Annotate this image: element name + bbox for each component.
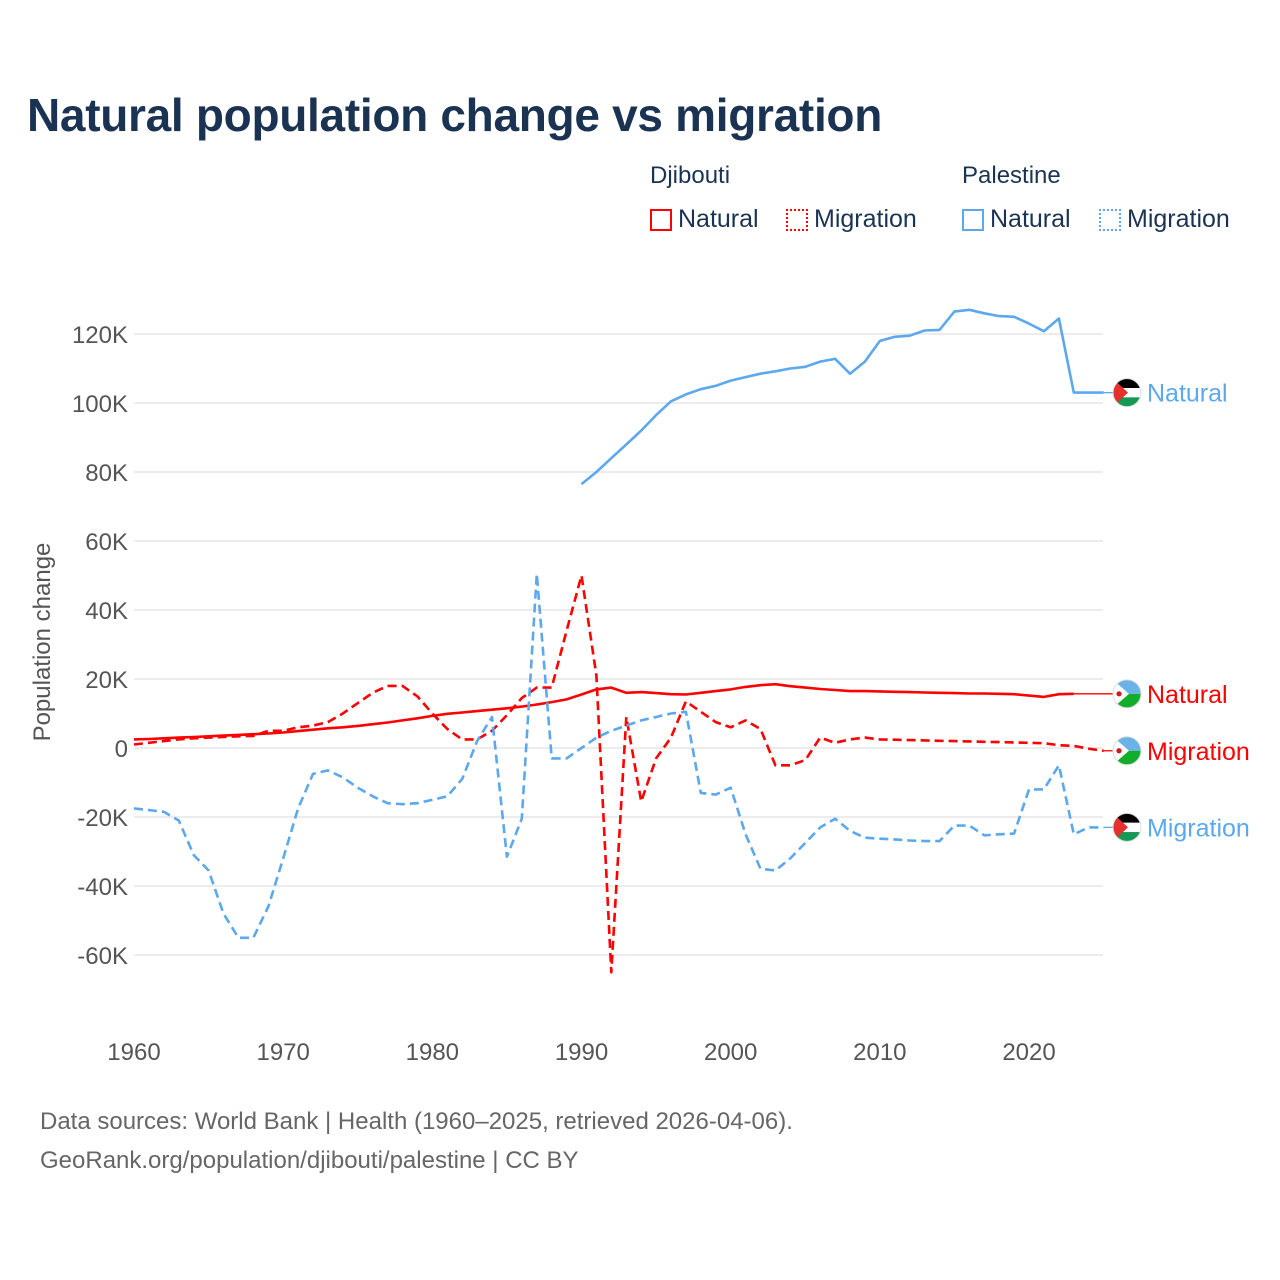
flag-clip bbox=[1113, 679, 1141, 708]
djibouti-flag-icon bbox=[1112, 679, 1142, 709]
legend-item-palestine-migration[interactable]: Migration bbox=[1099, 205, 1230, 234]
end-label[interactable]: Natural bbox=[1147, 380, 1228, 408]
y-tick-label: -20K bbox=[77, 805, 128, 832]
x-tick-label: 1960 bbox=[107, 1039, 160, 1066]
djibouti-migration-line bbox=[133, 574, 1104, 974]
legend-item-palestine-natural[interactable]: Natural bbox=[962, 205, 1071, 234]
palestine-flag-icon bbox=[1112, 378, 1142, 408]
y-tick-label: 20K bbox=[85, 667, 128, 694]
legend-item-djibouti-migration[interactable]: Migration bbox=[786, 205, 917, 234]
palestine-natural-line bbox=[580, 308, 1104, 486]
y-tick-label: 60K bbox=[85, 529, 128, 556]
flag-clip bbox=[1113, 378, 1141, 407]
legend-label: Migration bbox=[1127, 205, 1230, 233]
flag-stripe bbox=[1113, 832, 1141, 842]
flag-star bbox=[1116, 691, 1122, 697]
y-axis-label: Population change bbox=[29, 543, 56, 742]
y-tick-label: 120K bbox=[72, 322, 128, 349]
y-tick-label: 80K bbox=[85, 460, 128, 487]
end-labels: Natural Migration Natural Migration bbox=[1112, 378, 1250, 842]
legend-item-djibouti-natural[interactable]: Natural bbox=[650, 205, 759, 234]
x-tick-label: 2000 bbox=[704, 1039, 757, 1066]
end-label[interactable]: Natural bbox=[1147, 681, 1228, 709]
x-tick-label: 1990 bbox=[555, 1039, 608, 1066]
dotted-swatch-icon bbox=[786, 208, 808, 231]
legend-label: Migration bbox=[814, 205, 917, 233]
flag-stripe bbox=[1113, 397, 1141, 407]
flag-star bbox=[1116, 748, 1122, 754]
legend-group-djibouti: Djibouti bbox=[650, 162, 731, 189]
grid bbox=[134, 333, 1103, 956]
dotted-swatch-icon bbox=[1099, 208, 1121, 231]
y-tick-label: -40K bbox=[77, 874, 128, 901]
y-tick-label: 0 bbox=[115, 736, 128, 763]
x-tick-label: 1980 bbox=[406, 1039, 459, 1066]
flag-stripe bbox=[1113, 813, 1141, 823]
axis-ticks: -60K -40K -20K 0 20K 40K 60K 80K 100K 120K 1960 197… bbox=[72, 322, 1056, 1066]
flag-border bbox=[1112, 812, 1142, 842]
x-tick-label: 1970 bbox=[256, 1039, 309, 1066]
palestine-migration-line bbox=[133, 572, 1104, 940]
x-tick-label: 2010 bbox=[853, 1039, 906, 1066]
end-label[interactable]: Migration bbox=[1147, 738, 1250, 766]
series-lines bbox=[133, 308, 1113, 974]
flag-clip bbox=[1113, 813, 1141, 842]
flag-triangle bbox=[1113, 378, 1128, 407]
flag-border bbox=[1112, 679, 1142, 709]
y-tick-label: 40K bbox=[85, 598, 128, 625]
x-tick-label: 2020 bbox=[1002, 1039, 1055, 1066]
flag-stripe bbox=[1113, 378, 1141, 389]
legend-label: Natural bbox=[678, 205, 759, 233]
y-tick-label: -60K bbox=[77, 943, 128, 970]
djibouti-flag-icon bbox=[1112, 736, 1142, 766]
djibouti-natural-line bbox=[133, 682, 1074, 741]
solid-swatch-icon bbox=[650, 208, 672, 231]
flag-border bbox=[1112, 736, 1142, 766]
footer-link[interactable]: GeoRank.org/population/djibouti/palestin… bbox=[40, 1147, 579, 1174]
flag-clip bbox=[1113, 736, 1141, 765]
flag-triangle bbox=[1113, 813, 1128, 842]
y-tick-label: 100K bbox=[72, 391, 128, 418]
end-label[interactable]: Migration bbox=[1147, 814, 1250, 842]
footer-sources: Data sources: World Bank | Health (1960–… bbox=[40, 1108, 793, 1135]
solid-swatch-icon bbox=[962, 208, 984, 231]
chart-title: Natural population change vs migration bbox=[27, 89, 883, 141]
flag-border bbox=[1112, 378, 1142, 408]
legend-group-palestine: Palestine bbox=[962, 162, 1061, 189]
legend-label: Natural bbox=[990, 205, 1071, 233]
palestine-flag-icon bbox=[1112, 812, 1142, 842]
